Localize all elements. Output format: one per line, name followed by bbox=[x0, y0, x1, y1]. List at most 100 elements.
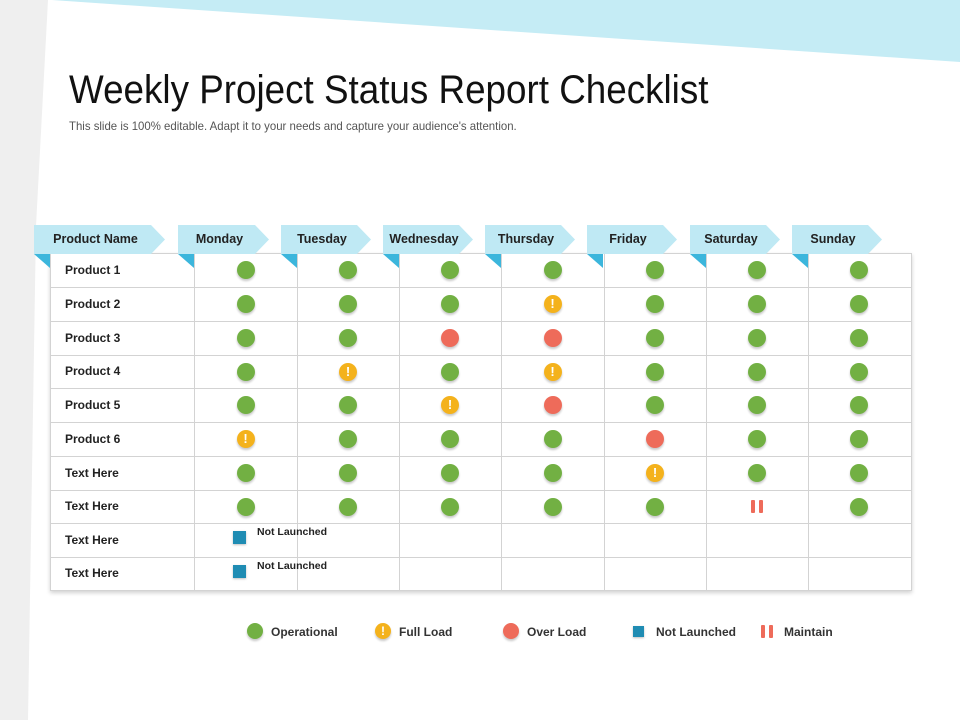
header-tab-shape bbox=[281, 225, 371, 268]
row-divider bbox=[50, 287, 911, 288]
header-label: Product Name bbox=[53, 232, 138, 246]
operational-icon bbox=[850, 329, 868, 347]
header-label: Friday bbox=[609, 232, 647, 246]
header-tab-body bbox=[178, 225, 269, 254]
operational-icon bbox=[441, 362, 459, 381]
header-tab-shape bbox=[178, 225, 269, 268]
header-tab: Thursday bbox=[485, 225, 575, 268]
row-label: Text Here bbox=[65, 499, 119, 513]
row-divider bbox=[50, 422, 911, 423]
operational-icon bbox=[850, 497, 868, 516]
operational-icon bbox=[441, 261, 459, 279]
operational-icon bbox=[339, 396, 357, 414]
column-divider bbox=[808, 253, 809, 590]
header-label: Tuesday bbox=[297, 232, 347, 246]
row-divider bbox=[50, 456, 911, 457]
header-tab: Saturday bbox=[690, 225, 780, 268]
top-cyan-band bbox=[52, 0, 960, 62]
operational-icon bbox=[850, 261, 868, 279]
over-load-icon bbox=[543, 396, 562, 414]
operational-icon bbox=[441, 295, 459, 313]
operational-icon bbox=[543, 261, 562, 279]
operational-icon bbox=[748, 430, 766, 448]
full-load-icon: ! bbox=[339, 362, 357, 381]
column-divider bbox=[604, 253, 605, 590]
operational-icon bbox=[339, 295, 357, 313]
operational-icon bbox=[748, 295, 766, 313]
header-tab-shape bbox=[792, 225, 882, 268]
header-tab-shape bbox=[34, 225, 165, 268]
not-launched-label: Not Launched bbox=[257, 559, 327, 572]
left-gray-band bbox=[0, 0, 48, 720]
column-divider bbox=[399, 253, 400, 590]
not-launched-icon bbox=[233, 564, 246, 578]
row-divider bbox=[50, 321, 911, 322]
operational-icon bbox=[850, 464, 868, 482]
operational-icon bbox=[339, 464, 357, 482]
column-divider bbox=[297, 253, 298, 590]
header-tab-shape bbox=[383, 225, 473, 268]
header-tab-body bbox=[383, 225, 473, 254]
operational-icon bbox=[646, 396, 664, 414]
operational-icon bbox=[646, 329, 664, 347]
operational-icon bbox=[850, 295, 868, 313]
page-title: Weekly Project Status Report Checklist bbox=[69, 68, 709, 112]
header-tab-body bbox=[690, 225, 780, 254]
row-label: Product 6 bbox=[65, 431, 121, 446]
full-load-icon: ! bbox=[646, 464, 664, 482]
operational-icon bbox=[236, 362, 255, 381]
operational-icon bbox=[236, 464, 255, 482]
header-tab-fold bbox=[383, 254, 399, 268]
full-load-icon: ! bbox=[441, 396, 459, 414]
operational-icon bbox=[339, 430, 357, 448]
header-tab: Wednesday bbox=[383, 225, 473, 268]
operational-icon bbox=[339, 329, 357, 347]
column-divider bbox=[501, 253, 502, 590]
header-tab-fold bbox=[178, 254, 194, 268]
header-tab-shape bbox=[485, 225, 575, 268]
full-load-icon: ! bbox=[236, 430, 255, 448]
header-tab: Product Name bbox=[34, 225, 165, 268]
operational-icon bbox=[339, 497, 357, 516]
row-label: Product 3 bbox=[65, 330, 121, 345]
row-label: Product 5 bbox=[65, 397, 121, 412]
page-subtitle: This slide is 100% editable. Adapt it to… bbox=[69, 119, 517, 133]
column-divider bbox=[706, 253, 707, 590]
operational-icon bbox=[748, 362, 766, 381]
over-load-icon bbox=[543, 329, 562, 347]
operational-icon bbox=[748, 396, 766, 414]
header-tab: Tuesday bbox=[281, 225, 371, 268]
legend-label: Operational bbox=[271, 625, 338, 639]
header-tab-fold bbox=[281, 254, 297, 268]
operational-icon bbox=[236, 497, 255, 516]
legend-label: Over Load bbox=[527, 625, 587, 639]
header-tab-shape bbox=[587, 225, 677, 268]
operational-icon bbox=[646, 497, 664, 516]
operational-icon bbox=[543, 497, 562, 516]
legend-label: Maintain bbox=[784, 625, 833, 639]
operational-icon bbox=[748, 329, 766, 347]
operational-icon bbox=[339, 261, 357, 279]
operational-icon bbox=[441, 430, 459, 448]
header-tab-body bbox=[485, 225, 575, 254]
over-load-icon bbox=[646, 430, 664, 448]
operational-icon bbox=[236, 261, 255, 279]
header-label: Monday bbox=[195, 232, 244, 246]
row-divider bbox=[50, 523, 911, 524]
row-label: Text Here bbox=[65, 465, 119, 480]
not-launched-legend-icon bbox=[633, 626, 644, 637]
header-tab-fold bbox=[792, 254, 808, 268]
full-load-legend-icon: ! bbox=[375, 623, 391, 639]
operational-icon bbox=[748, 464, 766, 482]
maintain-icon bbox=[750, 499, 764, 514]
operational-icon bbox=[748, 261, 766, 279]
over-load-legend-icon bbox=[503, 623, 519, 639]
operational-icon bbox=[236, 396, 255, 414]
operational-icon bbox=[850, 396, 868, 414]
header-tab-body bbox=[281, 225, 371, 254]
header-tab-fold bbox=[587, 254, 603, 268]
header-tab-fold bbox=[690, 254, 706, 268]
header-label: Thursday bbox=[497, 232, 555, 246]
operational-icon bbox=[543, 430, 562, 448]
